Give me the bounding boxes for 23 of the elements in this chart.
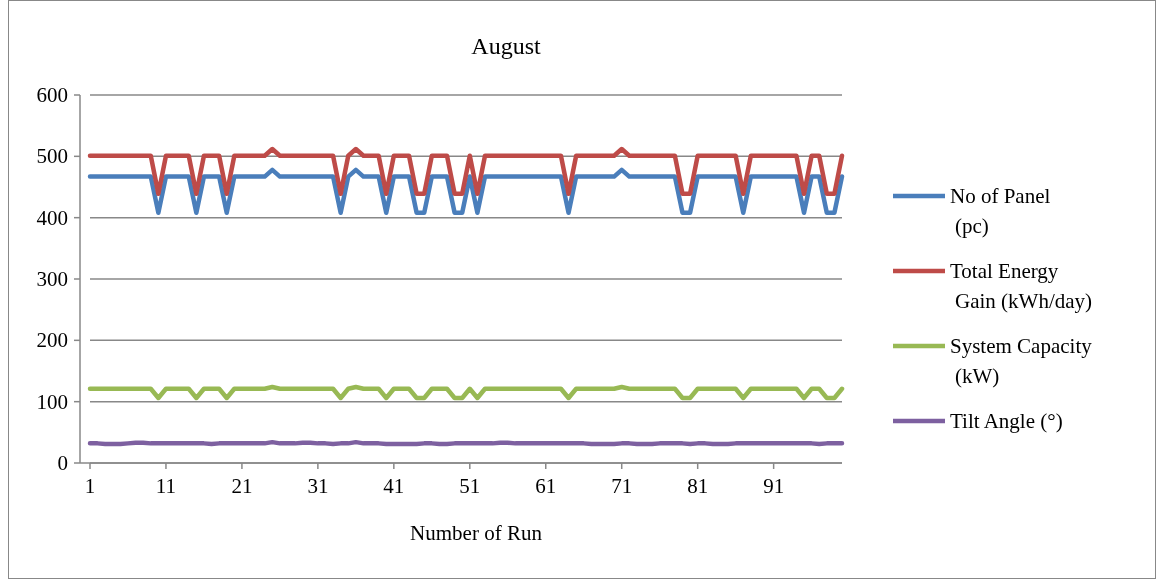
x-tick-label: 61 <box>535 474 557 498</box>
x-tick-label: 21 <box>231 474 253 498</box>
x-axis-title: Number of Run <box>410 521 543 545</box>
y-tick-label: 0 <box>57 451 68 475</box>
x-tick-label: 81 <box>687 474 709 498</box>
x-tick-label: 41 <box>383 474 405 498</box>
y-tick-label: 100 <box>36 389 68 414</box>
y-tick-label: 300 <box>36 267 68 291</box>
x-tick-label: 1 <box>84 474 96 498</box>
legend-label: Total Energy Gain (kWh/day) <box>950 259 1093 313</box>
y-tick-label: 500 <box>36 144 68 169</box>
x-tick-label: 71 <box>611 474 633 498</box>
y-tick-label: 400 <box>36 205 68 230</box>
x-tick-label: 51 <box>459 474 481 498</box>
legend-label: Tilt Angle (°) <box>950 409 1063 433</box>
x-tick-label: 91 <box>763 474 785 498</box>
legend-label: System Capacity (kW) <box>950 334 1093 388</box>
x-tick-label: 31 <box>307 474 329 498</box>
chart-title: August <box>471 33 541 59</box>
y-tick-label: 200 <box>36 328 68 353</box>
legend-label: No of Panel (pc) <box>950 184 1051 238</box>
x-tick-label: 11 <box>155 474 177 498</box>
y-tick-label: 600 <box>36 83 68 107</box>
